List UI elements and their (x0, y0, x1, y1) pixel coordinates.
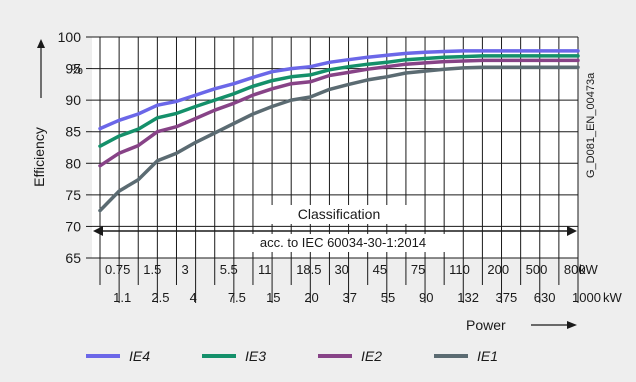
series-line-ie2 (98, 58, 580, 168)
y-tick-label: 75 (65, 187, 81, 203)
classification-arrow-right-head (567, 226, 577, 236)
tick-labels: 65 70 75 80 85 90 95 100 0.75 1.1 1.5 2.5 34 5.5 7.5 11… (58, 29, 601, 305)
x-tick-label-bottom: 2.5 (151, 290, 169, 305)
x-tick-label-top: 1.5 (143, 262, 161, 277)
x-axis-label: Power (466, 317, 506, 333)
x-tick-label-top: 45 (373, 262, 387, 277)
y-tick-label: 90 (65, 92, 81, 108)
x-axis-arrow-head (567, 321, 577, 329)
x-tick-label-bottom: 7.5 (228, 290, 246, 305)
y-tick-label: 100 (58, 29, 82, 45)
x-axis-unit-bottom: kW (603, 290, 623, 305)
y-tick-label: 70 (65, 218, 81, 234)
legend-label-ie4: IE4 (129, 348, 150, 364)
x-tick-label-top: 3 (181, 262, 188, 277)
series-line-ie4 (98, 49, 580, 131)
x-tick-label-top: 11 (258, 262, 272, 277)
x-axis-unit-top: kW (579, 262, 599, 277)
x-tick-label-bottom: 132 (457, 290, 479, 305)
y-tick-label: 95 (65, 61, 81, 77)
legend: IE4 IE3 IE2 IE1 (86, 348, 498, 364)
standard-label-box (238, 234, 448, 252)
figure-id: G_D081_EN_00473a (585, 72, 597, 178)
y-tick-label: 85 (65, 124, 81, 140)
x-tick-label-bottom: 1.1 (113, 290, 131, 305)
legend-label-ie2: IE2 (361, 348, 382, 364)
x-tick-label-top: 800 (564, 262, 586, 277)
y-axis-label: Efficiency (31, 127, 47, 187)
x-tick-label-bottom: 630 (534, 290, 556, 305)
x-tick-label-bottom: 55 (381, 290, 395, 305)
x-tick-label-top: 30 (334, 262, 348, 277)
legend-label-ie3: IE3 (245, 348, 266, 364)
x-tick-label-top: 110 (449, 262, 470, 277)
x-tick-label-bottom: 20 (304, 290, 318, 305)
y-tick-label: 80 (65, 155, 81, 171)
y-axis-arrow-head (37, 39, 45, 48)
x-tick-label-bottom: 1000 (572, 290, 601, 305)
x-tick-label-top: 200 (487, 262, 509, 277)
y-tick-label: 65 (65, 250, 81, 266)
classification-label: Classification (298, 206, 380, 222)
efficiency-curves (98, 49, 580, 213)
x-tick-label-bottom: 15 (266, 290, 280, 305)
x-tick-label-bottom: 375 (496, 290, 518, 305)
standard-label: acc. to IEC 60034-30-1:2014 (260, 235, 426, 250)
y-axis-unit: % (71, 61, 83, 77)
legend-label-ie1: IE1 (477, 348, 498, 364)
x-tick-label-bottom: 90 (419, 290, 433, 305)
x-tick-label-top: 75 (411, 262, 425, 277)
x-tick-label-top: 18.5 (296, 262, 321, 277)
series-line-ie1 (98, 65, 580, 213)
classification-label-box (268, 205, 410, 224)
x-tick-label-top: 0.75 (105, 262, 130, 277)
x-tick-label-bottom: 37 (343, 290, 357, 305)
x-tick-label-top: 500 (526, 262, 548, 277)
x-tick-label-bottom: 4 (190, 290, 197, 305)
series-line-ie3 (98, 54, 580, 148)
x-tick-label-top: 5.5 (220, 262, 238, 277)
classification-arrow-left-head (93, 226, 103, 236)
